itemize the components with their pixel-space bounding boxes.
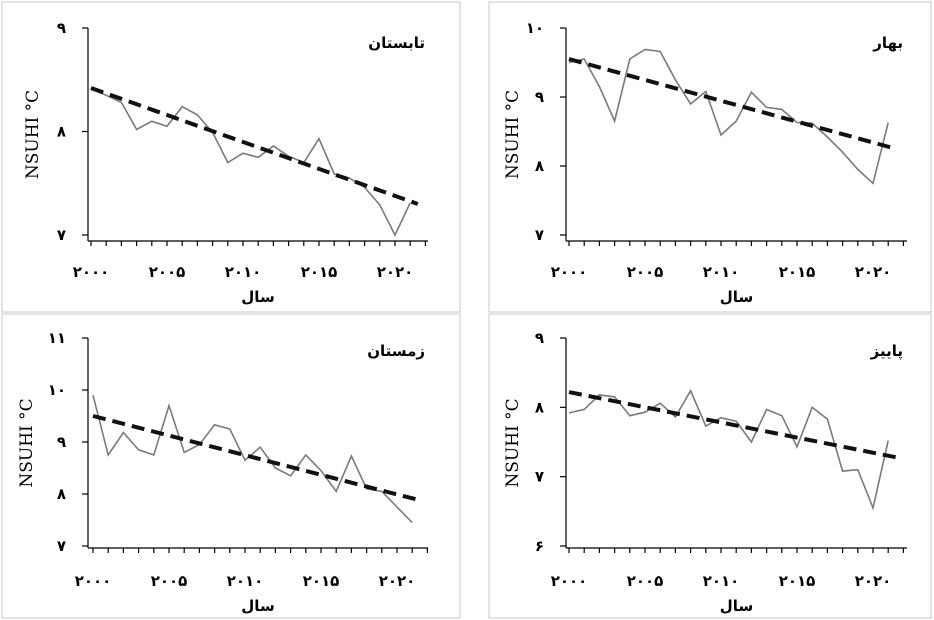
x-tick-label: ۲۰۱۰ [703,572,740,590]
y-tick-label: ۹ [535,88,544,106]
x-tick-label: ۲۰۰۰ [75,572,112,590]
panel-title: زمستان [367,342,425,360]
x-tick-label: ۲۰۱۰ [225,263,262,281]
x-tick-label: ۲۰۰۰ [551,263,588,281]
x-tick-label: ۲۰۲۰ [379,572,416,590]
x-axis-title: سال [241,597,274,615]
trend-line [92,414,421,503]
y-axis-title: NSUHI °C [503,90,523,179]
x-tick-label: ۲۰۰۰ [73,263,110,281]
x-axis-title: سال [720,288,753,306]
x-tick-label: ۲۰۰۵ [149,263,186,281]
y-axis-title: NSUHI °C [23,90,43,179]
x-axis-title: سال [241,288,274,306]
series-line [568,388,889,511]
x-tick-label: ۲۰۱۵ [301,263,338,281]
y-tick-label: ۹ [535,329,544,347]
y-tick-label: ۸ [535,398,544,416]
y-tick-label: ۷ [535,468,544,486]
panel-frame-2 [488,1,932,313]
y-tick-label: ۹ [57,433,66,451]
x-tick-label: ۲۰۲۰ [855,572,892,590]
panel-title: پاییز [870,342,903,361]
x-tick-label: ۲۰۱۰ [227,572,264,590]
trend-line [568,390,897,460]
chart-panel-1: ۷ ۸ ۹ ۲۰۰۰ ۲۰۰۵ ۲۰۱۰ ۲۰۱۵ ۲۰۲۰ سال NSUHI °C تابستا… [23,19,428,306]
y-tick-label: ۹ [57,19,66,37]
y-tick-label: ۷ [57,537,66,555]
y-tick-label: ۸ [535,157,544,175]
x-tick-label: ۲۰۱۰ [703,263,740,281]
x-tick-label: ۲۰۰۵ [627,572,664,590]
y-tick-label: ۷ [57,226,66,244]
chart-panel-3: ۷ ۸ ۹ ۱۰ ۱۱ ۲۰۰۰ ۲۰۰۵ ۲۰۱۰ ۲۰۱۵ ۲۰۲۰ سال NSUHI °C زم… [17,329,428,615]
y-tick-label: ۸ [57,123,66,141]
y-axis-title: NSUHI °C [17,398,37,487]
x-axis-title: سال [720,597,753,615]
y-tick-label: ۱۰ [526,19,544,37]
x-tick-label: ۲۰۲۰ [855,263,892,281]
panel-frame-3 [1,313,461,619]
x-tick-label: ۲۰۱۵ [303,572,340,590]
chart-panel-2: ۷ ۸ ۹ ۱۰ ۲۰۰۰ ۲۰۰۵ ۲۰۱۰ ۲۰۱۵ ۲۰۲۰ سال NSUHI °C بهار [503,19,907,306]
x-tick-label: ۲۰۰۵ [627,263,664,281]
y-tick-label: ۱۱ [48,329,66,347]
y-axis-title: NSUHI °C [503,398,523,487]
trend-line [90,86,419,206]
y-tick-label: ۸ [57,485,66,503]
panel-frame-4 [488,313,932,619]
x-tick-label: ۲۰۰۵ [151,572,188,590]
x-tick-label: ۲۰۱۵ [779,263,816,281]
y-tick-label: ۶ [535,537,544,555]
series-line [90,88,411,237]
y-tick-label: ۷ [535,226,544,244]
panel-frame-1 [1,1,461,313]
x-tick-label: ۲۰۰۰ [551,572,588,590]
y-tick-label: ۱۰ [48,381,66,399]
chart-panel-4: ۶ ۷ ۸ ۹ ۲۰۰۰ ۲۰۰۵ ۲۰۱۰ ۲۰۱۵ ۲۰۲۰ سال NSUHI °C پاییز [503,329,907,615]
x-tick-label: ۲۰۲۰ [377,263,414,281]
panel-title: تابستان [368,34,425,52]
panel-title: بهار [872,34,903,52]
x-tick-label: ۲۰۱۵ [779,572,816,590]
trend-line [568,57,897,151]
series-line [568,48,889,185]
series-line [92,395,413,524]
